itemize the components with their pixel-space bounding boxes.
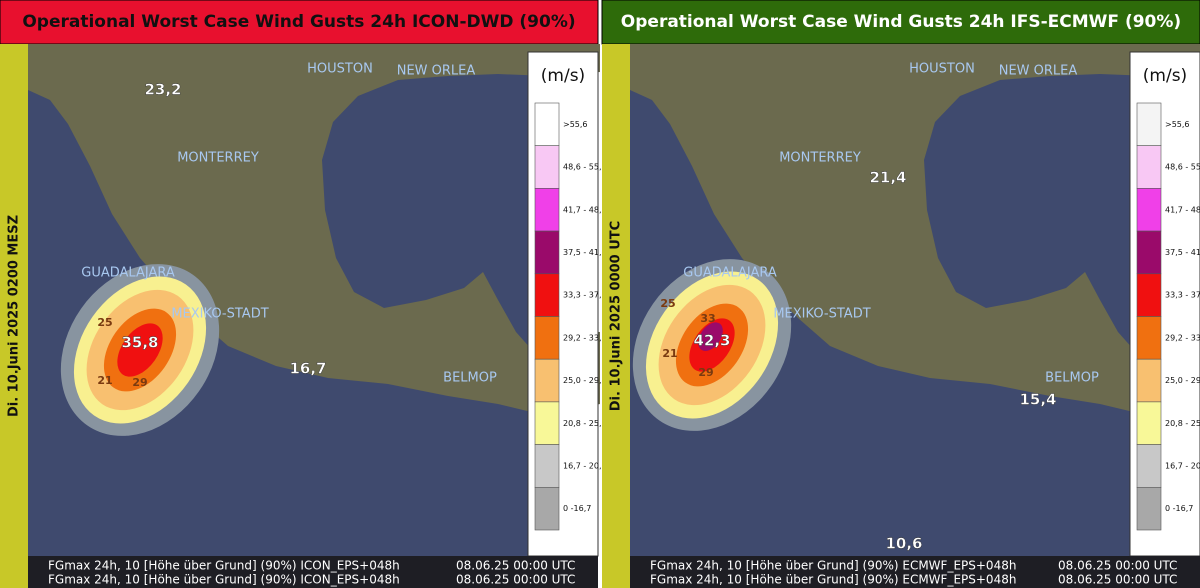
legend-swatch xyxy=(1136,358,1162,403)
date-label: Di. 10.Juni 2025 0200 MESZ xyxy=(7,215,22,417)
legend-label: 41,7 - 48, xyxy=(563,205,602,214)
legend-label: 25,0 - 29, xyxy=(563,376,602,385)
header-bar xyxy=(601,0,1200,45)
legend-swatch xyxy=(1136,102,1162,147)
gust-value: 16,7 xyxy=(289,360,326,378)
city-label: MEXIKO-STADT xyxy=(171,307,268,322)
legend-swatch xyxy=(1136,188,1162,232)
gust-value: 15,4 xyxy=(1019,391,1056,409)
gust-value: 23,2 xyxy=(144,81,181,99)
contour-label: 21 xyxy=(662,347,677,360)
legend-label: 20,8 - 25, xyxy=(1165,419,1200,428)
city-label: HOUSTON xyxy=(307,62,373,77)
date-strip xyxy=(0,44,28,588)
footer-text: FGmax 24h, 10 [Höhe über Grund] (90%) EC… xyxy=(650,559,1016,573)
city-label: BELMOP xyxy=(443,371,497,386)
footer-text: FGmax 24h, 10 [Höhe über Grund] (90%) IC… xyxy=(48,573,400,587)
panel: Operational Worst Case Wind Gusts 24h IC… xyxy=(0,0,602,588)
land xyxy=(630,44,1200,416)
contour-label: 21 xyxy=(97,374,112,387)
city-label: NEW ORLEA xyxy=(397,64,476,79)
legend-label: 29,2 - 33, xyxy=(1165,333,1200,342)
panel-title: Operational Worst Case Wind Gusts 24h IC… xyxy=(22,12,575,32)
contour-label: 29 xyxy=(698,366,713,379)
legend-label: >55,6 xyxy=(1165,120,1190,129)
gust-value: 35,8 xyxy=(121,334,158,352)
panel: Operational Worst Case Wind Gusts 24h IF… xyxy=(601,0,1200,588)
legend-swatch xyxy=(534,230,560,275)
gust-value: 42,3 xyxy=(693,332,730,350)
footer-time: 08.06.25 00:00 UTC xyxy=(1058,559,1177,573)
legend-swatch xyxy=(1136,273,1162,317)
legend-swatch xyxy=(534,444,560,488)
footer-time: 08.06.25 00:00 UTC xyxy=(456,559,575,573)
legend-label: 33,3 - 37, xyxy=(563,291,602,300)
date-strip xyxy=(602,44,630,588)
legend-swatch xyxy=(534,145,560,189)
footer-bar xyxy=(630,556,1200,588)
legend-unit: (m/s) xyxy=(1143,66,1187,86)
legend-swatch xyxy=(1136,401,1162,445)
city-label: GUADALAJARA xyxy=(683,266,777,281)
footer-text: FGmax 24h, 10 [Höhe über Grund] (90%) EC… xyxy=(650,573,1016,587)
legend-label: 48,6 - 55, xyxy=(1165,163,1200,172)
city-label: GUADALAJARA xyxy=(81,266,175,281)
contour-label: 33 xyxy=(700,312,715,325)
legend-unit: (m/s) xyxy=(541,66,585,86)
contour-label: 29 xyxy=(132,376,147,389)
legend-label: 48,6 - 55, xyxy=(563,163,602,172)
legend-swatch xyxy=(1136,316,1162,360)
legend-label: 37,5 - 41, xyxy=(563,248,602,257)
legend-label: 16,7 - 20, xyxy=(563,461,602,470)
city-label: NEW ORLEA xyxy=(999,64,1078,79)
legend-label: 41,7 - 48, xyxy=(1165,205,1200,214)
gust-area xyxy=(698,322,723,351)
header-bar xyxy=(0,0,599,45)
contour-label: 25 xyxy=(97,316,112,329)
footer-time: 08.06.25 00:00 UTC xyxy=(1058,573,1177,587)
legend-label: 0 -16,7 xyxy=(563,504,591,513)
land xyxy=(28,44,600,416)
legend-label: 16,7 - 20, xyxy=(1165,461,1200,470)
city-label: BELMOP xyxy=(1045,371,1099,386)
legend-label: 33,3 - 37, xyxy=(1165,291,1200,300)
legend-swatch xyxy=(534,486,560,531)
legend-swatch xyxy=(1136,230,1162,275)
panel-title: Operational Worst Case Wind Gusts 24h IF… xyxy=(621,12,1181,32)
legend-swatch xyxy=(534,188,560,232)
gust-area xyxy=(117,323,163,377)
legend-label: 0 -16,7 xyxy=(1165,504,1193,513)
legend-label: 37,5 - 41, xyxy=(1165,248,1200,257)
legend-swatch xyxy=(534,401,560,445)
legend-swatch xyxy=(534,358,560,403)
legend-swatch xyxy=(1136,444,1162,488)
legend-label: 20,8 - 25, xyxy=(563,419,602,428)
gust-value: 10,6 xyxy=(885,535,922,553)
footer-time: 08.06.25 00:00 UTC xyxy=(456,573,575,587)
city-label: MONTERREY xyxy=(779,151,861,166)
legend-label: >55,6 xyxy=(563,120,588,129)
gust-value: 21,4 xyxy=(869,169,906,187)
city-label: HOUSTON xyxy=(909,62,975,77)
legend-label: 25,0 - 29, xyxy=(1165,376,1200,385)
footer-text: FGmax 24h, 10 [Höhe über Grund] (90%) IC… xyxy=(48,559,400,573)
legend-swatch xyxy=(1136,145,1162,189)
date-label: Di. 10.Juni 2025 0000 UTC xyxy=(609,221,624,411)
legend-label: 29,2 - 33, xyxy=(563,333,602,342)
legend-swatch xyxy=(534,273,560,317)
city-label: MEXIKO-STADT xyxy=(773,307,870,322)
legend-swatch xyxy=(1136,486,1162,531)
contour-label: 25 xyxy=(660,297,675,310)
city-label: MONTERREY xyxy=(177,151,259,166)
footer-bar xyxy=(28,556,598,588)
legend-swatch xyxy=(534,316,560,360)
legend-swatch xyxy=(534,102,560,147)
